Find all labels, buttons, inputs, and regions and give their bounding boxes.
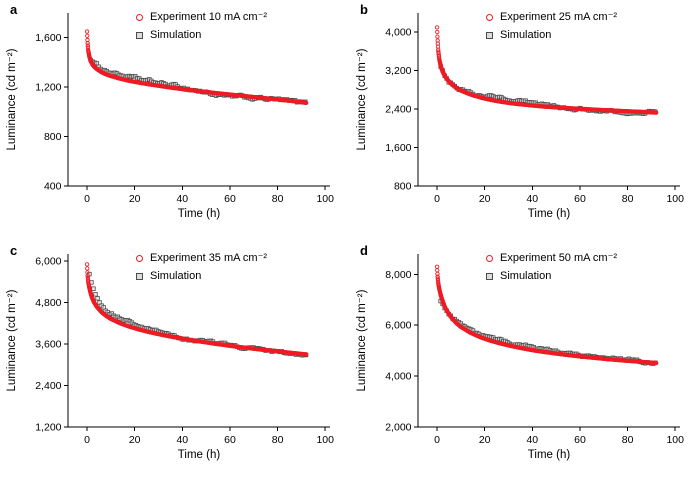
svg-text:Time (h): Time (h) bbox=[528, 208, 571, 220]
svg-text:Luminance (cd m⁻²): Luminance (cd m⁻²) bbox=[356, 48, 368, 150]
legend-row-experiment: Experiment 50 mA cm⁻² bbox=[486, 253, 617, 264]
svg-text:80: 80 bbox=[622, 434, 634, 446]
svg-text:2,400: 2,400 bbox=[385, 104, 411, 116]
legend-row-experiment: Experiment 25 mA cm⁻² bbox=[486, 12, 617, 23]
svg-text:80: 80 bbox=[622, 193, 634, 205]
legend-row-simulation: Simulation bbox=[486, 271, 617, 282]
svg-text:Time (h): Time (h) bbox=[178, 208, 221, 220]
legend-label-simulation: Simulation bbox=[500, 270, 552, 282]
svg-text:6,000: 6,000 bbox=[385, 320, 411, 332]
legend-label-experiment: Experiment 25 mA cm⁻² bbox=[500, 11, 618, 23]
svg-text:4,800: 4,800 bbox=[35, 297, 61, 309]
svg-text:0: 0 bbox=[434, 193, 440, 205]
legend-label-simulation: Simulation bbox=[150, 29, 202, 41]
svg-text:60: 60 bbox=[224, 434, 236, 446]
legend-row-simulation: Simulation bbox=[136, 271, 267, 282]
experiment-marker-icon bbox=[136, 14, 143, 21]
panel-label: d bbox=[360, 243, 368, 258]
svg-text:Time (h): Time (h) bbox=[528, 449, 571, 461]
svg-text:800: 800 bbox=[44, 131, 62, 143]
panel-c-plot: 0 20 40 60 80 100 1,200 2,400 3,600 4,800 6,000 Tim… bbox=[6, 254, 334, 461]
legend-row-experiment: Experiment 10 mA cm⁻² bbox=[136, 12, 267, 23]
legend-row-simulation: Simulation bbox=[136, 30, 267, 41]
simulation-marker-icon bbox=[136, 273, 143, 280]
svg-text:40: 40 bbox=[176, 434, 188, 446]
legend-label-simulation: Simulation bbox=[150, 270, 202, 282]
panel-a-plot: 0 20 40 60 80 100 400 800 1,200 1,600 Time (h) Lumi… bbox=[6, 13, 334, 220]
legend-row-experiment: Experiment 35 mA cm⁻² bbox=[136, 253, 267, 264]
svg-text:400: 400 bbox=[44, 181, 62, 193]
svg-text:80: 80 bbox=[272, 434, 284, 446]
svg-text:40: 40 bbox=[176, 193, 188, 205]
svg-text:2,000: 2,000 bbox=[385, 422, 411, 434]
experiment-marker-icon bbox=[486, 14, 493, 21]
svg-text:3,600: 3,600 bbox=[35, 338, 61, 350]
legend: Experiment 50 mA cm⁻² Simulation bbox=[486, 253, 617, 289]
svg-text:Luminance (cd m⁻²): Luminance (cd m⁻²) bbox=[6, 289, 18, 391]
svg-text:6,000: 6,000 bbox=[35, 255, 61, 267]
svg-text:8,000: 8,000 bbox=[385, 269, 411, 281]
svg-text:20: 20 bbox=[479, 193, 491, 205]
svg-text:1,600: 1,600 bbox=[35, 32, 61, 44]
panel-c: 0 20 40 60 80 100 1,200 2,400 3,600 4,800 6,000 Tim… bbox=[0, 241, 350, 482]
svg-text:Time (h): Time (h) bbox=[178, 449, 221, 461]
svg-text:100: 100 bbox=[666, 434, 684, 446]
legend-label-experiment: Experiment 50 mA cm⁻² bbox=[500, 252, 618, 264]
simulation-marker-icon bbox=[486, 273, 493, 280]
simulation-marker-icon bbox=[486, 32, 493, 39]
svg-text:0: 0 bbox=[84, 434, 90, 446]
panel-label: c bbox=[10, 243, 18, 258]
svg-text:100: 100 bbox=[316, 434, 334, 446]
panel-b-plot: 0 20 40 60 80 100 800 1,600 2,400 3,200 4,000 Time … bbox=[356, 13, 684, 220]
legend-label-experiment: Experiment 35 mA cm⁻² bbox=[150, 252, 268, 264]
svg-text:40: 40 bbox=[526, 434, 538, 446]
simulation-marker-icon bbox=[136, 32, 143, 39]
svg-text:Luminance (cd m⁻²): Luminance (cd m⁻²) bbox=[6, 48, 18, 150]
legend: Experiment 25 mA cm⁻² Simulation bbox=[486, 12, 617, 48]
panel-b: 0 20 40 60 80 100 800 1,600 2,400 3,200 4,000 Time … bbox=[350, 0, 700, 241]
svg-text:Luminance (cd m⁻²): Luminance (cd m⁻²) bbox=[356, 289, 368, 391]
svg-text:1,600: 1,600 bbox=[385, 142, 411, 154]
svg-text:40: 40 bbox=[526, 193, 538, 205]
legend-label-experiment: Experiment 10 mA cm⁻² bbox=[150, 11, 268, 23]
svg-text:60: 60 bbox=[574, 193, 586, 205]
panel-d-plot: 0 20 40 60 80 100 2,000 4,000 6,000 8,000 Time (h)… bbox=[356, 254, 684, 461]
legend: Experiment 10 mA cm⁻² Simulation bbox=[136, 12, 267, 48]
svg-text:4,000: 4,000 bbox=[385, 371, 411, 383]
svg-text:20: 20 bbox=[479, 434, 491, 446]
svg-text:1,200: 1,200 bbox=[35, 82, 61, 94]
svg-text:20: 20 bbox=[129, 434, 141, 446]
svg-text:4,000: 4,000 bbox=[385, 27, 411, 39]
panel-a: 0 20 40 60 80 100 400 800 1,200 1,600 Time (h) Lumi… bbox=[0, 0, 350, 241]
experiment-marker-icon bbox=[486, 255, 493, 262]
experiment-marker-icon bbox=[136, 255, 143, 262]
svg-text:20: 20 bbox=[129, 193, 141, 205]
svg-text:60: 60 bbox=[574, 434, 586, 446]
legend-label-simulation: Simulation bbox=[500, 29, 552, 41]
svg-text:0: 0 bbox=[434, 434, 440, 446]
svg-text:3,200: 3,200 bbox=[385, 65, 411, 77]
panel-label: b bbox=[360, 2, 368, 17]
svg-text:800: 800 bbox=[394, 181, 412, 193]
svg-text:80: 80 bbox=[272, 193, 284, 205]
svg-text:2,400: 2,400 bbox=[35, 380, 61, 392]
panel-label: a bbox=[10, 2, 18, 17]
svg-text:0: 0 bbox=[84, 193, 90, 205]
svg-text:100: 100 bbox=[666, 193, 684, 205]
panel-d: 0 20 40 60 80 100 2,000 4,000 6,000 8,000 Time (h)… bbox=[350, 241, 700, 482]
svg-text:100: 100 bbox=[316, 193, 334, 205]
svg-text:1,200: 1,200 bbox=[35, 422, 61, 434]
svg-text:60: 60 bbox=[224, 193, 236, 205]
legend-row-simulation: Simulation bbox=[486, 30, 617, 41]
legend: Experiment 35 mA cm⁻² Simulation bbox=[136, 253, 267, 289]
